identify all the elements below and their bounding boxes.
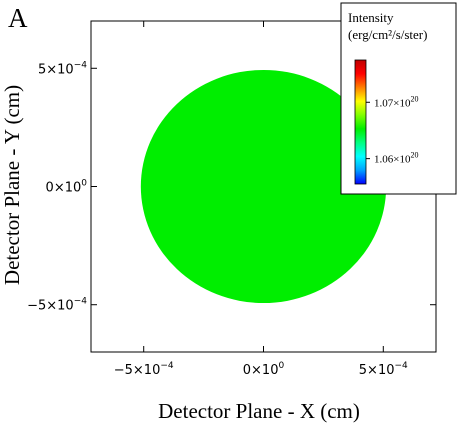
x-axis-label: Detector Plane - X (cm) <box>158 399 360 423</box>
x-tick-label-exponent: −4 <box>160 361 174 371</box>
panel-label: A <box>8 3 28 33</box>
y-tick-label: 5×10−4 <box>38 60 87 77</box>
x-tick-label-exponent: 0 <box>278 361 284 371</box>
y-tick-label-mantissa: 0×10 <box>46 181 82 196</box>
x-tick-label-exponent: −4 <box>395 361 409 371</box>
y-tick-label-exponent: −4 <box>74 297 88 307</box>
y-tick-label: −5×10−4 <box>27 297 87 314</box>
colorbar-tick-mantissa: 1.06×10 <box>374 154 411 166</box>
colorbar-tick-exponent: 20 <box>410 94 418 103</box>
colorbar-units: (erg/cm²/s/ster) <box>348 27 427 42</box>
y-tick-label-mantissa: −5×10 <box>27 299 74 314</box>
x-tick-label: −5×10−4 <box>114 361 174 378</box>
x-axis-ticks: −5×10−4 0×100 5×10−4 <box>114 21 408 378</box>
y-axis-ticks: 5×10−40×100−5×10−4 <box>27 60 436 314</box>
intensity-disk <box>140 69 387 304</box>
y-tick-label: 0×100 <box>46 179 88 196</box>
colorbar-tick-mantissa: 1.07×10 <box>374 97 411 109</box>
colorbar-title: Intensity <box>348 10 394 25</box>
colorbar-legend: Intensity (erg/cm²/s/ster) 1.07×10201.06… <box>340 2 457 195</box>
y-tick-label-exponent: 0 <box>81 179 87 189</box>
x-tick-label: 5×10−4 <box>359 361 408 378</box>
y-axis-label: Detector Plane - Y (cm) <box>0 85 24 285</box>
x-tick-label-mantissa: 0×10 <box>243 363 279 378</box>
y-tick-label-exponent: −4 <box>74 60 88 70</box>
colorbar <box>354 59 367 185</box>
x-tick-label-mantissa: −5×10 <box>114 363 161 378</box>
colorbar-tick-exponent: 20 <box>410 151 418 160</box>
x-tick-label-mantissa: 5×10 <box>359 363 395 378</box>
x-tick-label: 0×100 <box>243 361 285 378</box>
y-tick-label-mantissa: 5×10 <box>38 62 74 77</box>
colorbar-tick-label: 1.07×1020 <box>374 94 418 109</box>
colorbar-tick-label: 1.06×1020 <box>374 151 418 166</box>
